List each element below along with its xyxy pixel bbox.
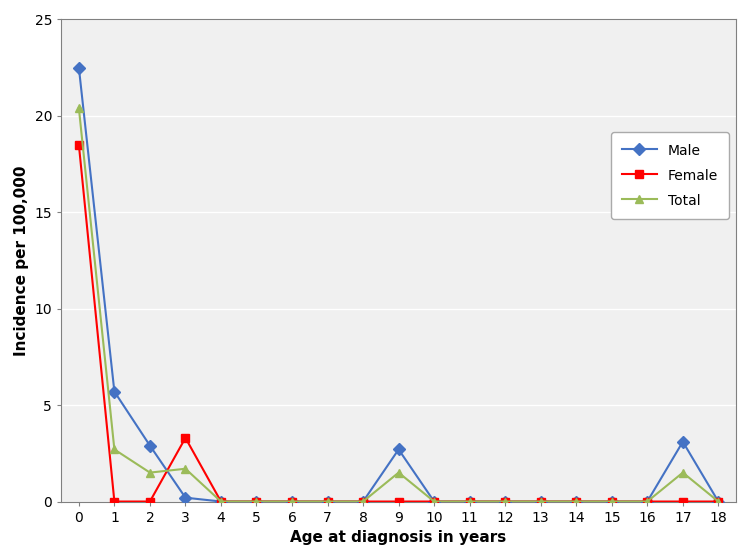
Female bbox=[465, 498, 474, 505]
Male bbox=[608, 498, 616, 505]
Male bbox=[110, 389, 119, 395]
Female bbox=[146, 498, 154, 505]
Total bbox=[430, 498, 439, 505]
Female bbox=[323, 498, 332, 505]
Total bbox=[146, 469, 154, 476]
Total bbox=[536, 498, 545, 505]
Female bbox=[217, 498, 226, 505]
Female bbox=[714, 498, 723, 505]
Total bbox=[572, 498, 580, 505]
Male bbox=[181, 494, 190, 501]
Male bbox=[643, 498, 652, 505]
Total bbox=[110, 446, 119, 453]
Male bbox=[252, 498, 261, 505]
Female bbox=[430, 498, 439, 505]
Male bbox=[536, 498, 545, 505]
Total bbox=[358, 498, 368, 505]
Male bbox=[146, 442, 154, 449]
Male bbox=[287, 498, 296, 505]
Female bbox=[501, 498, 510, 505]
Male bbox=[465, 498, 474, 505]
Female bbox=[358, 498, 368, 505]
Male bbox=[323, 498, 332, 505]
Male bbox=[74, 64, 83, 71]
Line: Female: Female bbox=[75, 140, 722, 506]
Female bbox=[252, 498, 261, 505]
Male bbox=[394, 446, 403, 453]
Total bbox=[74, 105, 83, 111]
Total bbox=[465, 498, 474, 505]
Total bbox=[394, 469, 403, 476]
Male bbox=[572, 498, 580, 505]
X-axis label: Age at diagnosis in years: Age at diagnosis in years bbox=[290, 530, 507, 545]
Male bbox=[714, 498, 723, 505]
Total bbox=[217, 498, 226, 505]
Total bbox=[501, 498, 510, 505]
Total bbox=[323, 498, 332, 505]
Line: Male: Male bbox=[75, 63, 722, 506]
Total bbox=[287, 498, 296, 505]
Total bbox=[714, 498, 723, 505]
Male bbox=[501, 498, 510, 505]
Total bbox=[608, 498, 616, 505]
Female bbox=[394, 498, 403, 505]
Total bbox=[678, 469, 687, 476]
Legend: Male, Female, Total: Male, Female, Total bbox=[610, 132, 729, 219]
Female bbox=[74, 141, 83, 148]
Female bbox=[572, 498, 580, 505]
Total bbox=[643, 498, 652, 505]
Male bbox=[430, 498, 439, 505]
Line: Total: Total bbox=[75, 104, 722, 506]
Total bbox=[181, 466, 190, 472]
Female bbox=[181, 434, 190, 441]
Female bbox=[678, 498, 687, 505]
Total bbox=[252, 498, 261, 505]
Y-axis label: Incidence per 100,000: Incidence per 100,000 bbox=[14, 165, 29, 356]
Male bbox=[358, 498, 368, 505]
Male bbox=[678, 438, 687, 445]
Female bbox=[287, 498, 296, 505]
Female bbox=[643, 498, 652, 505]
Female bbox=[608, 498, 616, 505]
Male bbox=[217, 498, 226, 505]
Female bbox=[536, 498, 545, 505]
Female bbox=[110, 498, 119, 505]
